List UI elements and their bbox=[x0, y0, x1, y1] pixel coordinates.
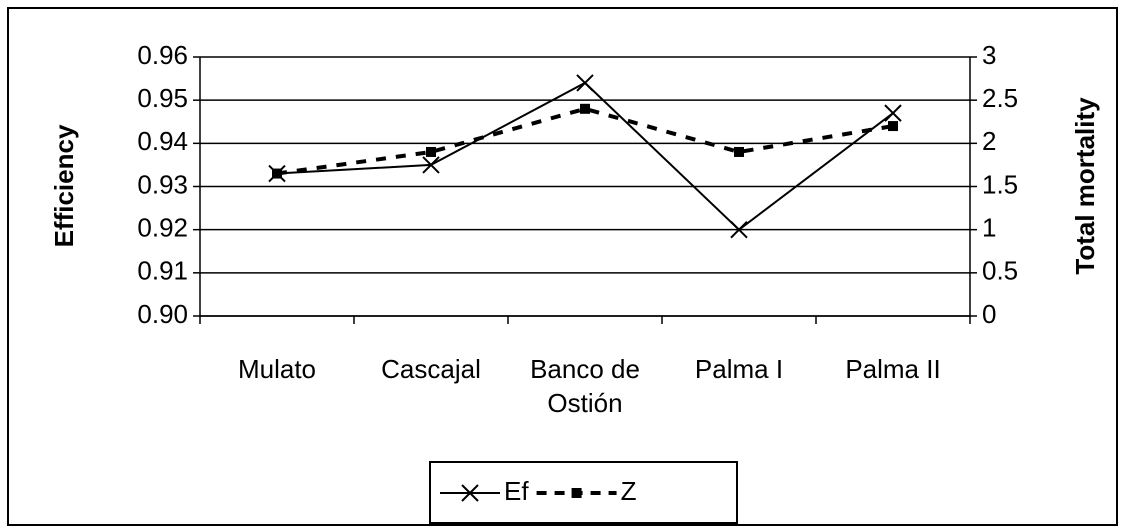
y2-tick-label: 2 bbox=[982, 126, 996, 156]
y-axis-title: Efficiency bbox=[49, 124, 79, 247]
point-marker bbox=[888, 121, 898, 132]
y2-tick-label: 2.5 bbox=[982, 83, 1018, 113]
point-marker bbox=[734, 146, 744, 157]
y2-tick-label: 0 bbox=[982, 299, 996, 329]
legend-marker bbox=[571, 488, 582, 498]
x-tick-label: Mulato bbox=[237, 354, 317, 384]
point-marker bbox=[730, 220, 748, 239]
legend-label: Ef bbox=[504, 476, 529, 506]
legend-label: Z bbox=[621, 476, 637, 506]
point-marker bbox=[580, 103, 590, 114]
y-tick-label: 0.95 bbox=[137, 83, 188, 113]
point-marker bbox=[576, 74, 594, 92]
x-tick-label: Banco de Ostión bbox=[530, 354, 640, 418]
series-line bbox=[276, 106, 894, 176]
point-marker bbox=[272, 168, 282, 179]
y2-tick-label: 1 bbox=[982, 213, 996, 243]
y2-tick-label: 1.5 bbox=[982, 169, 1018, 199]
y-tick-label: 0.91 bbox=[137, 256, 188, 286]
x-tick-label: Palma I bbox=[694, 354, 784, 384]
y2-axis-title: Total mortality bbox=[1070, 97, 1100, 275]
y-tick-label: 0.96 bbox=[137, 40, 188, 70]
y2-tick-label: 0.5 bbox=[982, 256, 1018, 286]
legend-marker bbox=[461, 484, 479, 502]
point-marker bbox=[884, 104, 902, 122]
x-tick-label: Cascajal bbox=[381, 354, 481, 384]
y-tick-label: 0.92 bbox=[137, 213, 188, 243]
y-tick-label: 0.93 bbox=[137, 169, 188, 199]
point-marker bbox=[422, 156, 440, 174]
y-tick-label: 0.94 bbox=[137, 126, 188, 156]
y-tick-label: 0.90 bbox=[137, 299, 188, 329]
point-marker bbox=[426, 146, 436, 157]
y2-tick-label: 3 bbox=[982, 40, 996, 70]
x-tick-label: Palma II bbox=[845, 354, 941, 384]
